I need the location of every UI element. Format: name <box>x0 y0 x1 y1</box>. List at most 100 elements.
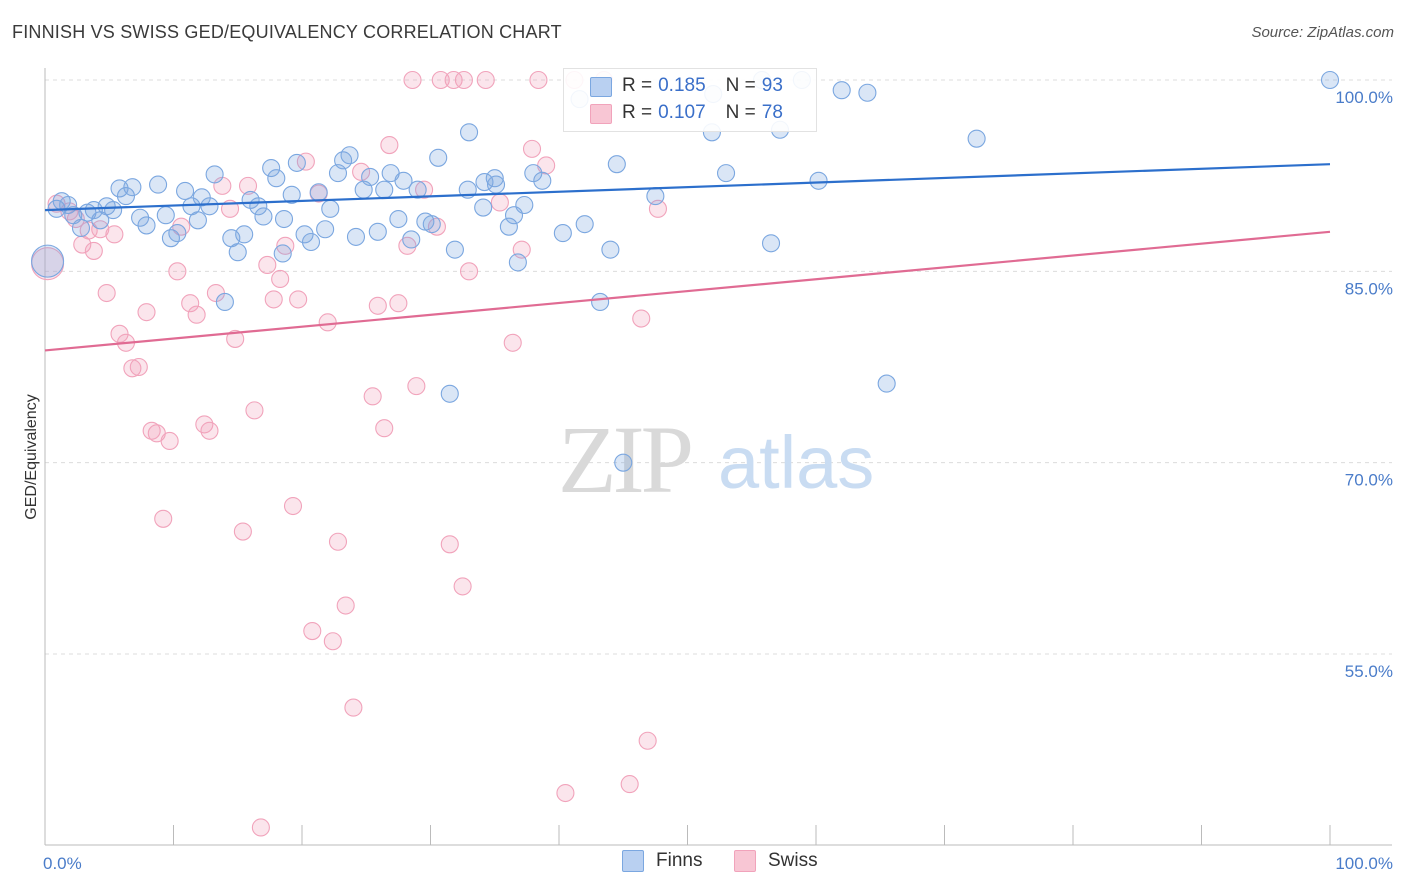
finns-point <box>287 153 306 172</box>
finns-trend-line <box>44 163 1331 212</box>
finns-point <box>475 172 494 192</box>
x-tick-label-min: 0.0% <box>43 854 82 873</box>
swiss-point <box>638 731 657 750</box>
legend-finns-label: Finns <box>656 850 703 871</box>
y-tick-label: 85.0% <box>1345 279 1393 298</box>
swiss-r-label: R = <box>622 102 653 123</box>
finns-point <box>877 374 896 393</box>
finns-point <box>422 215 441 234</box>
finns-point <box>809 171 828 190</box>
finns-point <box>607 155 626 174</box>
finns-point <box>188 211 207 230</box>
finns-r-label: R = <box>622 75 653 96</box>
swiss-point <box>129 357 148 377</box>
legend-swiss-label: Swiss <box>768 850 818 871</box>
swiss-point <box>490 193 509 212</box>
finns-point <box>321 199 340 218</box>
legend-swiss-swatch <box>734 850 756 872</box>
swiss-point <box>110 324 129 343</box>
finns-point <box>499 217 518 236</box>
x-tick-label-max: 100.0% <box>1335 854 1393 873</box>
swiss-point <box>407 377 426 396</box>
finns-point <box>375 180 394 199</box>
swiss-point <box>380 136 399 155</box>
y-tick-label: 55.0% <box>1345 662 1393 681</box>
swiss-point <box>328 532 348 551</box>
watermark-zip: ZIP <box>558 406 691 513</box>
gridlines <box>45 79 1392 655</box>
finns-point <box>316 220 335 239</box>
swiss-point <box>323 632 342 651</box>
finns-point <box>274 209 294 229</box>
swiss-point <box>444 70 463 90</box>
finns-point <box>273 244 292 263</box>
swiss-point <box>154 509 173 528</box>
swiss-point <box>440 535 459 554</box>
finns-point <box>832 81 851 100</box>
legend-row-finns: R = 0.185 N = 93 <box>590 73 783 99</box>
legend-finns-swatch <box>622 850 644 872</box>
finns-point <box>1320 70 1340 90</box>
finns-point <box>215 292 234 311</box>
swiss-point <box>123 359 142 378</box>
swiss-point <box>283 496 303 516</box>
finns-point <box>440 384 459 403</box>
swiss-point <box>529 70 548 90</box>
y-tick-label: 70.0% <box>1345 471 1393 490</box>
swiss-point <box>238 176 258 195</box>
swiss-point <box>296 152 315 171</box>
swiss-n-value: 78 <box>761 102 783 123</box>
finns-point <box>429 148 448 167</box>
stats-legend: R = 0.185 N = 93 R = 0.107 N = 78 <box>563 68 817 132</box>
finns-point <box>71 218 91 238</box>
finns-point <box>254 207 273 226</box>
finns-point <box>110 179 129 198</box>
swiss-point <box>200 421 219 440</box>
swiss-point <box>522 139 542 158</box>
swiss-point <box>620 775 639 794</box>
chart-source: Source: ZipAtlas.com <box>1251 24 1394 41</box>
finns-point <box>262 158 281 178</box>
swiss-point <box>303 621 322 641</box>
finns-point <box>235 225 254 244</box>
swiss-point <box>318 313 337 332</box>
finns-point <box>445 240 464 259</box>
swiss-swatch <box>590 104 612 124</box>
swiss-point <box>264 290 283 309</box>
finns-point <box>361 167 380 186</box>
swiss-point <box>503 333 522 352</box>
swiss-point <box>363 387 382 406</box>
swiss-point <box>142 421 161 440</box>
finns-point <box>131 208 150 227</box>
trend-lines <box>44 163 1331 352</box>
finns-point <box>267 169 286 188</box>
finns-point <box>228 243 247 262</box>
finns-point <box>282 185 301 204</box>
swiss-point <box>344 698 363 717</box>
finns-point <box>368 222 387 241</box>
swiss-point <box>251 818 270 837</box>
legend-item-swiss: Swiss <box>734 850 818 872</box>
finns-point <box>104 201 123 220</box>
y-axis-label: GED/Equivalency <box>23 394 40 519</box>
finns-point <box>646 187 665 206</box>
finns-points <box>31 70 1340 472</box>
swiss-point <box>415 180 434 199</box>
finns-point <box>591 292 610 311</box>
finns-r-value: 0.185 <box>658 75 706 96</box>
swiss-point <box>556 783 575 803</box>
swiss-point <box>160 431 179 451</box>
finns-point <box>309 183 328 202</box>
swiss-point <box>431 70 450 90</box>
swiss-point <box>336 596 355 615</box>
swiss-point <box>181 294 200 313</box>
finns-point <box>553 224 572 243</box>
swiss-point <box>427 217 446 236</box>
swiss-point <box>375 419 394 438</box>
swiss-point <box>459 262 479 281</box>
finns-n-label: N = <box>725 75 756 96</box>
swiss-point <box>476 70 495 90</box>
swiss-point <box>233 522 252 541</box>
swiss-n-label: N = <box>725 102 756 123</box>
